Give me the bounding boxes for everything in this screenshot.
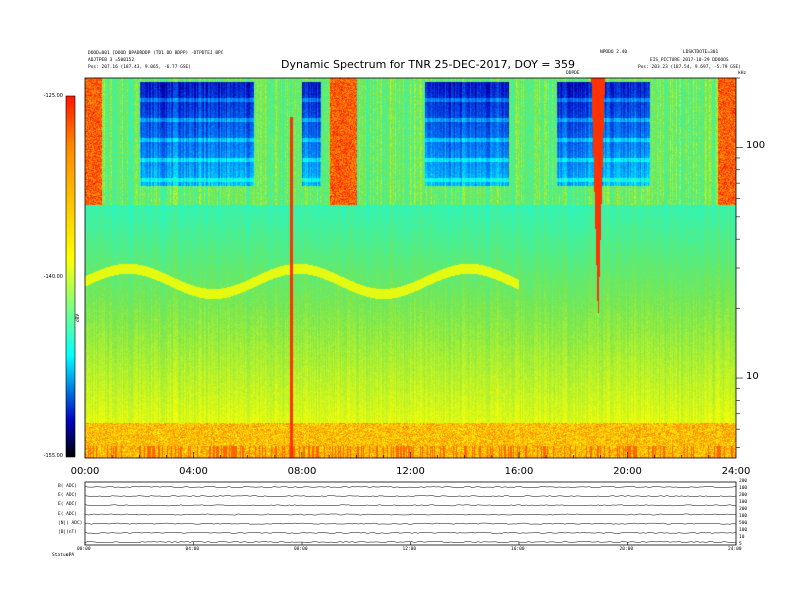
aux-trace bbox=[84, 504, 737, 507]
aux-row-label: E( ADC) bbox=[58, 511, 77, 517]
aux-x-tick-label: 00:00 bbox=[77, 547, 91, 552]
aux-x-tick-label: 08:00 bbox=[294, 547, 308, 552]
aux-x-tick-label: 20:00 bbox=[619, 547, 634, 552]
aux-right-label: 200 bbox=[739, 493, 748, 498]
x-tick-label: 12:00 bbox=[396, 466, 425, 477]
aux-right-label: 200 bbox=[739, 507, 748, 512]
header-left-line3: Pos: 207.16 (187.43, 9.065, -6.77 GSE) bbox=[88, 65, 191, 70]
aux-x-tick-label: 24:00 bbox=[728, 547, 742, 552]
over-plot-label: DDPDE bbox=[566, 71, 580, 76]
colorbar-tick-bottom: -155.00 bbox=[43, 453, 63, 459]
aux-trace bbox=[84, 513, 737, 516]
aux-right-label: 100 bbox=[739, 486, 748, 491]
aux-right-label: 100 bbox=[739, 528, 748, 533]
aux-row-label: |B|(nT) bbox=[58, 529, 77, 535]
status-label: Status: bbox=[52, 553, 71, 558]
aux-x-tick-label: 12:00 bbox=[402, 547, 417, 552]
chart-title: Dynamic Spectrum for TNR 25-DEC-2017, DO… bbox=[281, 58, 575, 71]
x-axis-ticks bbox=[84, 452, 710, 458]
aux-row-label: |N|( ADC) bbox=[58, 520, 83, 526]
x-tick-label: 04:00 bbox=[179, 466, 208, 477]
aux-right-label: 200 bbox=[739, 479, 748, 484]
x-tick-label: 16:00 bbox=[504, 466, 534, 477]
aux-row-label: E( ADC) bbox=[58, 493, 77, 499]
header-right-line3: Pos: 203.23 (187.54, 9.697, -5.79 GSE) bbox=[638, 65, 741, 70]
colorbar-tick-top: -125.00 bbox=[43, 93, 63, 99]
aux-row-label: E( ADC) bbox=[58, 502, 77, 508]
y-tick-label: 10 bbox=[746, 371, 759, 383]
y-axis-ticks bbox=[736, 77, 743, 448]
x-tick-label: 00:00 bbox=[70, 466, 100, 477]
dynamic-spectrum-heatmap bbox=[85, 78, 736, 458]
header-right-top-right: LDSKTDOTE=301 bbox=[683, 50, 719, 55]
x-tick-label: 20:00 bbox=[613, 466, 642, 477]
aux-right-label: 5 bbox=[739, 542, 742, 547]
colorbar-tick-mid: -140.00 bbox=[43, 274, 63, 280]
colorbar-unit-label: dBV bbox=[76, 313, 81, 322]
y-axis-unit-label: kHz bbox=[738, 71, 747, 76]
aux-panel-frame bbox=[84, 481, 737, 546]
header-right-top-mid: NPODO 2.40 bbox=[600, 50, 628, 55]
aux-right-label: 100 bbox=[739, 514, 748, 519]
aux-trace bbox=[84, 531, 737, 534]
aux-x-tick-label: 04:00 bbox=[185, 547, 200, 552]
plot-frame bbox=[84, 77, 737, 459]
aux-trace bbox=[84, 495, 737, 498]
aux-trace bbox=[84, 522, 737, 525]
aux-x-tick-label: 16:00 bbox=[511, 547, 525, 552]
colorbar bbox=[65, 95, 76, 458]
header-left-line1: DOOD=001 [DOOD BPADRDDP (TD1 DD BDPP) -D… bbox=[88, 51, 224, 56]
aux-right-label: 500 bbox=[739, 521, 748, 526]
aux-traces bbox=[84, 486, 737, 543]
aux-x-axis-ticks bbox=[84, 542, 737, 545]
aux-right-label: 10 bbox=[739, 535, 745, 540]
x-tick-label: 08:00 bbox=[287, 466, 317, 477]
aux-row-label: B( ADC) bbox=[58, 484, 77, 489]
header-right-line2: EIS_PICTURE 2017-10-29 DDOOOS bbox=[650, 58, 729, 63]
y-tick-label: 100 bbox=[746, 140, 766, 152]
header-left-line2: ADJTPEB 3 =500152 bbox=[88, 58, 135, 63]
x-tick-label: 24:00 bbox=[721, 466, 751, 477]
aux-right-label: 100 bbox=[739, 500, 748, 505]
status-value: ePA bbox=[66, 553, 75, 558]
aux-trace bbox=[84, 486, 737, 488]
